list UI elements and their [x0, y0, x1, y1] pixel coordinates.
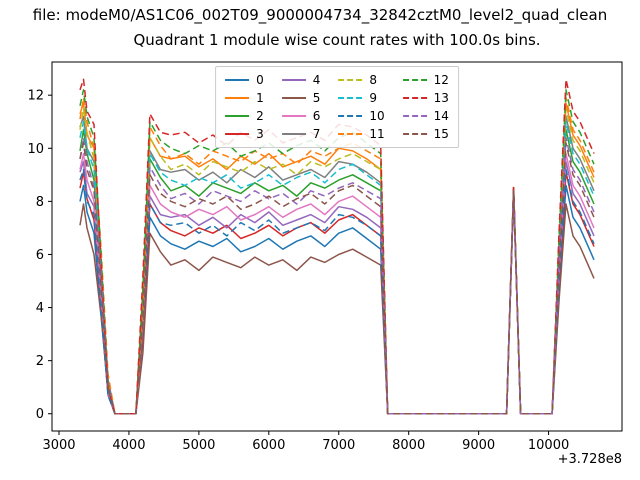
legend-label: 1 [256, 91, 264, 105]
x-axis-offset-label: +3.728e8 [558, 452, 622, 467]
axes-frame [51, 61, 623, 432]
legend-label: 12 [433, 73, 449, 87]
legend-line-sample [281, 133, 306, 135]
legend-line-sample [225, 133, 250, 135]
legend-label: 11 [369, 127, 385, 141]
series-line-15 [79, 142, 595, 415]
legend-label: 5 [312, 91, 321, 105]
legend-label: 0 [256, 73, 264, 87]
axes-title: Quadrant 1 module wise count rates with … [133, 31, 541, 49]
legend-line-sample [402, 79, 427, 81]
y-tick-label: 4 [36, 301, 44, 316]
legend-entry-4: 4 [281, 73, 321, 87]
legend-entry-3: 3 [225, 127, 264, 141]
y-tick-label: 0 [36, 407, 44, 422]
legend-entry-0: 0 [225, 73, 264, 87]
x-tick-label: 6000 [252, 438, 285, 453]
legend-line-sample [281, 79, 306, 81]
x-tick-label: 7000 [322, 438, 355, 453]
figure-suptitle: file: modeM0/AS1C06_002T09_9000004734_32… [32, 6, 608, 24]
legend-line-sample [402, 115, 427, 117]
legend-line-sample [281, 115, 306, 117]
x-tick-label: 3000 [42, 438, 75, 453]
legend-label: 8 [369, 73, 377, 87]
legend-line-sample [225, 97, 250, 99]
legend-label: 3 [256, 127, 264, 141]
legend-entry-12: 12 [402, 73, 449, 87]
legend-line-sample [338, 133, 363, 135]
series-line-9 [79, 120, 595, 415]
x-tick-label: 8000 [392, 438, 425, 453]
legend-entry-10: 10 [338, 109, 385, 123]
y-tick-label: 6 [36, 248, 44, 263]
y-tick-label: 10 [27, 142, 44, 157]
legend-entry-1: 1 [225, 91, 264, 105]
legend-entry-13: 13 [402, 91, 449, 105]
legend-entry-15: 15 [402, 127, 449, 141]
legend: 0 1 2 3 4 5 6 7 8 9 10 11 12 13 14 15 [215, 66, 459, 148]
legend-line-sample [402, 133, 427, 135]
legend-label: 10 [369, 109, 385, 123]
legend-line-sample [338, 97, 363, 99]
legend-label: 4 [312, 73, 321, 87]
legend-label: 6 [312, 109, 321, 123]
y-tick-label: 8 [36, 195, 44, 210]
legend-label: 13 [433, 91, 449, 105]
legend-label: 2 [256, 109, 264, 123]
x-tick-label: 4000 [112, 438, 145, 453]
legend-line-sample [338, 115, 363, 117]
y-tick-label: 12 [27, 89, 44, 104]
legend-entry-7: 7 [281, 127, 321, 141]
x-tick-label: 10000 [528, 438, 569, 453]
legend-entry-8: 8 [338, 73, 384, 87]
y-tick-label: 2 [36, 354, 44, 369]
series-line-8 [79, 107, 595, 415]
legend-entry-14: 14 [402, 109, 449, 123]
legend-entry-5: 5 [281, 91, 321, 105]
legend-entry-6: 6 [281, 109, 321, 123]
series-line-7 [79, 115, 595, 415]
legend-entry-2: 2 [225, 109, 264, 123]
legend-line-sample [338, 79, 363, 81]
legend-label: 14 [433, 109, 449, 123]
legend-entry-11: 11 [338, 127, 385, 141]
x-tick-label: 5000 [182, 438, 215, 453]
x-tick-label: 9000 [462, 438, 495, 453]
legend-line-sample [402, 97, 427, 99]
legend-label: 15 [433, 127, 449, 141]
legend-line-sample [225, 115, 250, 117]
legend-entry-9: 9 [338, 91, 384, 105]
legend-label: 9 [369, 91, 377, 105]
legend-line-sample [281, 97, 306, 99]
legend-label: 7 [312, 127, 321, 141]
legend-line-sample [225, 79, 250, 81]
